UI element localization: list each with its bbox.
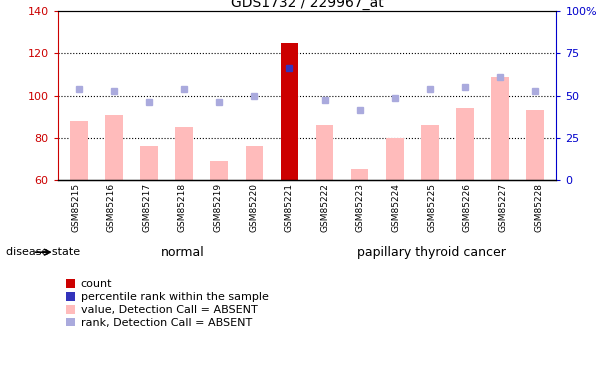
Bar bbox=[105, 115, 123, 180]
Bar bbox=[175, 127, 193, 180]
Text: GSM85218: GSM85218 bbox=[178, 183, 187, 232]
Text: GSM85228: GSM85228 bbox=[534, 183, 543, 232]
Bar bbox=[316, 125, 333, 180]
Text: GSM85216: GSM85216 bbox=[106, 183, 116, 232]
Bar bbox=[386, 138, 404, 180]
Text: GSM85223: GSM85223 bbox=[356, 183, 365, 232]
Legend: count, percentile rank within the sample, value, Detection Call = ABSENT, rank, : count, percentile rank within the sample… bbox=[66, 279, 269, 328]
Text: GSM85217: GSM85217 bbox=[142, 183, 151, 232]
Text: GSM85220: GSM85220 bbox=[249, 183, 258, 232]
Title: GDS1732 / 229967_at: GDS1732 / 229967_at bbox=[230, 0, 384, 10]
Bar bbox=[210, 161, 228, 180]
Bar bbox=[246, 146, 263, 180]
Bar bbox=[351, 170, 368, 180]
Text: GSM85227: GSM85227 bbox=[499, 183, 508, 232]
Text: GSM85224: GSM85224 bbox=[392, 183, 401, 232]
Bar bbox=[491, 76, 509, 180]
Text: normal: normal bbox=[161, 246, 204, 259]
Text: GSM85225: GSM85225 bbox=[427, 183, 436, 232]
Bar bbox=[456, 108, 474, 180]
Bar bbox=[140, 146, 158, 180]
Bar bbox=[70, 121, 88, 180]
Bar bbox=[527, 110, 544, 180]
Bar bbox=[421, 125, 439, 180]
Text: GSM85215: GSM85215 bbox=[71, 183, 80, 232]
Text: GSM85226: GSM85226 bbox=[463, 183, 472, 232]
Text: GSM85219: GSM85219 bbox=[213, 183, 223, 232]
Bar bbox=[281, 43, 299, 180]
Text: disease state: disease state bbox=[6, 247, 80, 257]
Text: GSM85222: GSM85222 bbox=[320, 183, 330, 232]
Text: papillary thyroid cancer: papillary thyroid cancer bbox=[358, 246, 506, 259]
Text: GSM85221: GSM85221 bbox=[285, 183, 294, 232]
